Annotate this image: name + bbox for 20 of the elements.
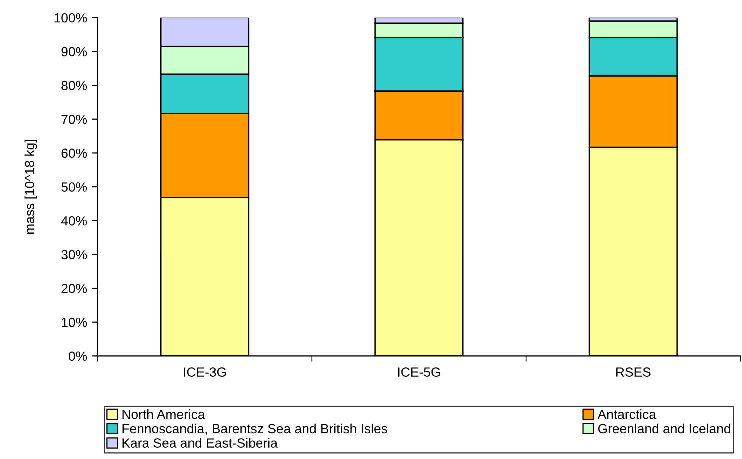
y-tick-label: 70%	[62, 114, 88, 124]
x-tick-label: ICE-3G	[184, 368, 226, 377]
y-tick-label: 0%	[68, 352, 88, 362]
y-tick-label: 40%	[61, 216, 88, 226]
y-tick-label: 80%	[62, 81, 88, 90]
x-tick-label: RSES	[616, 368, 651, 377]
y-tick-label: 30%	[62, 250, 88, 260]
y-tick-label: 60%	[62, 148, 88, 158]
legend-label: Antarctica	[598, 410, 656, 420]
y-tick-label: 90%	[62, 47, 88, 57]
y-axis-title: mass [10^18 kg]	[24, 140, 38, 234]
legend-label: Greenland and Iceland	[598, 424, 730, 434]
legend-label: North America	[122, 410, 206, 420]
y-tick-label: 100%	[54, 13, 88, 23]
legend-label: Kara Sea and East-Siberia	[122, 438, 278, 448]
x-tick-label: ICE-5G	[398, 368, 440, 377]
y-tick-label: 10%	[62, 318, 88, 328]
y-tick-label: 50%	[62, 182, 88, 192]
y-tick-label: 20%	[62, 284, 88, 294]
legend-label: Fennoscandia, Barentsz Sea and British Isles	[122, 424, 388, 436]
